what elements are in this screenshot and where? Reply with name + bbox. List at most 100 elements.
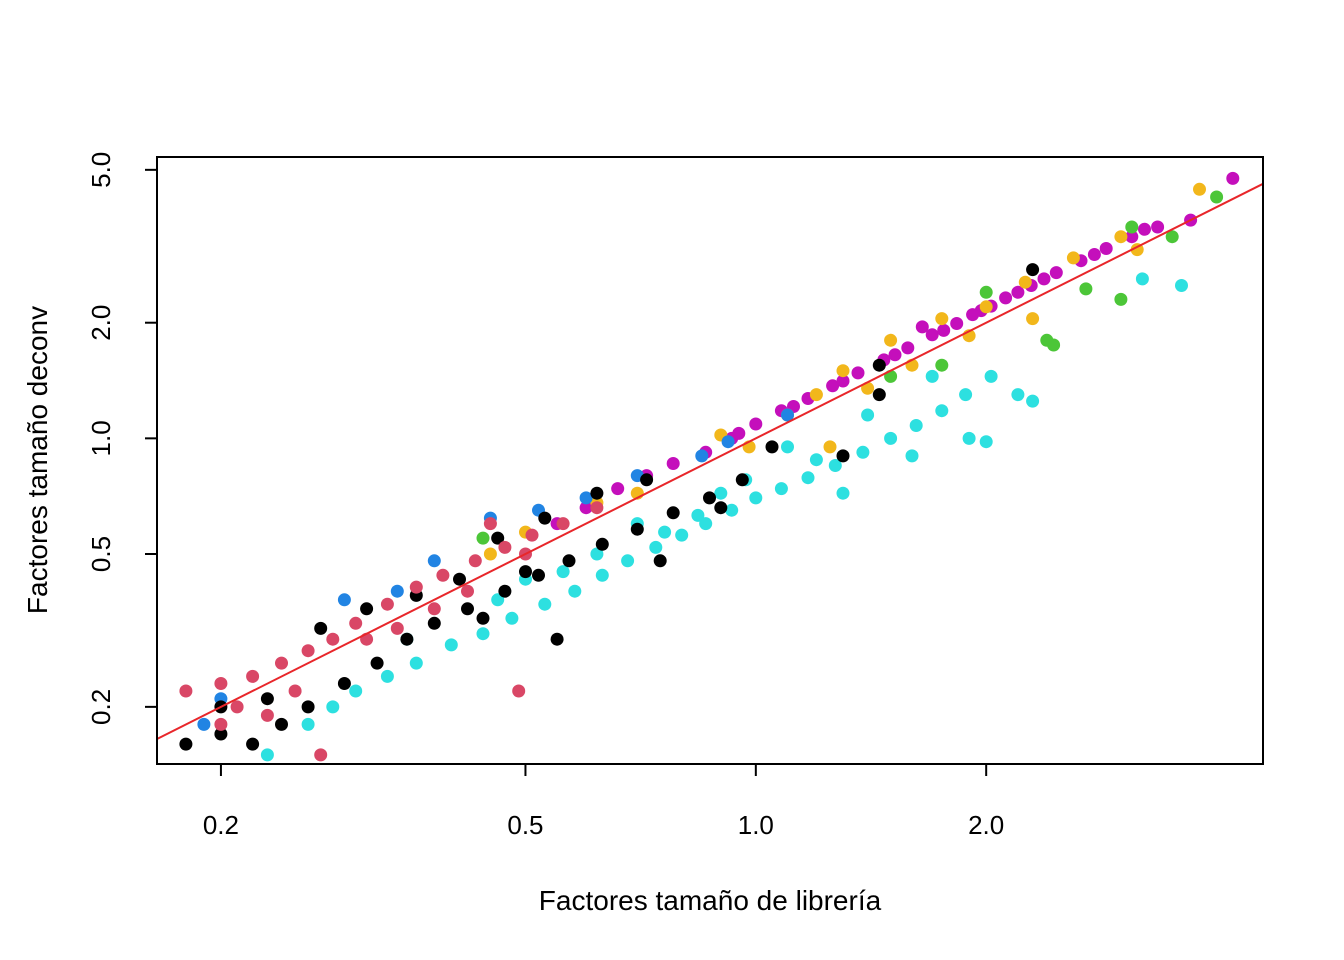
- x-tick-label: 2.0: [968, 810, 1004, 840]
- data-point: [999, 291, 1013, 305]
- data-point: [1026, 394, 1040, 408]
- y-axis: 0.2 0.5 1.0 2.0 5.0: [86, 152, 157, 725]
- data-point: [275, 656, 288, 670]
- data-point: [260, 692, 274, 706]
- data-point: [498, 540, 512, 554]
- data-point: [301, 644, 315, 658]
- data-point: [1049, 266, 1063, 280]
- data-point: [909, 419, 923, 432]
- data-point: [984, 369, 998, 383]
- data-point: [579, 501, 593, 515]
- data-point: [476, 611, 490, 625]
- data-point: [1087, 248, 1101, 261]
- data-point: [349, 684, 363, 698]
- data-point: [749, 491, 763, 505]
- data-point: [380, 669, 394, 683]
- data-point: [1114, 230, 1128, 244]
- data-point: [809, 453, 823, 467]
- data-point: [468, 554, 482, 568]
- data-point: [966, 308, 980, 322]
- data-point: [179, 684, 193, 698]
- data-point: [380, 597, 394, 611]
- data-point: [826, 379, 840, 393]
- data-point: [801, 471, 815, 485]
- identity-line: [156, 182, 1264, 740]
- data-point: [1125, 220, 1139, 234]
- data-point: [337, 593, 351, 607]
- data-point: [658, 525, 672, 539]
- data-point: [595, 537, 609, 551]
- data-point: [872, 388, 886, 402]
- data-point: [699, 517, 713, 531]
- data-point: [925, 369, 939, 383]
- points-layer: [179, 171, 1240, 762]
- data-point: [962, 431, 976, 445]
- data-point: [979, 300, 993, 314]
- data-point: [915, 320, 929, 334]
- data-point: [427, 554, 441, 568]
- data-point: [935, 358, 949, 372]
- data-point: [326, 632, 340, 646]
- y-tick-label: 1.0: [86, 420, 116, 456]
- data-point: [1135, 272, 1149, 286]
- data-point: [568, 584, 582, 598]
- data-point: [360, 602, 374, 616]
- data-point: [214, 677, 228, 690]
- data-point: [409, 580, 423, 594]
- data-point: [959, 388, 973, 402]
- data-point: [453, 572, 466, 586]
- data-point: [550, 632, 564, 646]
- data-point: [828, 459, 842, 472]
- data-point: [1165, 230, 1179, 244]
- data-point: [703, 491, 716, 505]
- data-point: [888, 348, 902, 362]
- data-point: [512, 684, 526, 698]
- data-point: [725, 503, 739, 517]
- data-point: [861, 381, 875, 395]
- data-point: [1026, 263, 1040, 277]
- data-point: [483, 547, 497, 561]
- x-tick-label: 0.2: [203, 810, 239, 840]
- data-point: [461, 584, 474, 598]
- data-point: [823, 440, 837, 454]
- x-axis: 0.2 0.5 1.0 2.0: [203, 764, 1004, 840]
- data-point: [427, 616, 441, 630]
- data-point: [781, 440, 794, 454]
- data-point: [214, 727, 228, 741]
- data-point: [1193, 182, 1206, 196]
- data-point: [532, 568, 545, 582]
- data-point: [851, 366, 865, 380]
- data-point: [856, 445, 870, 459]
- data-point: [314, 748, 328, 762]
- data-point: [836, 449, 850, 463]
- data-point: [1151, 220, 1165, 234]
- data-point: [732, 426, 746, 440]
- y-axis-title: Factores tamaño deconv: [22, 306, 53, 614]
- data-point: [390, 621, 404, 635]
- data-point: [461, 602, 474, 616]
- data-point: [925, 328, 939, 342]
- data-point: [326, 700, 340, 714]
- data-point: [675, 528, 689, 542]
- data-point: [491, 593, 505, 607]
- data-point: [749, 417, 763, 431]
- data-point: [809, 388, 823, 402]
- data-point: [765, 440, 779, 454]
- data-point: [275, 717, 288, 731]
- data-point: [246, 669, 260, 683]
- x-tick-label: 0.5: [507, 810, 543, 840]
- data-point: [288, 684, 302, 698]
- data-point: [884, 333, 898, 347]
- data-point: [905, 449, 919, 463]
- data-point: [409, 656, 423, 670]
- data-point: [979, 435, 993, 449]
- reference-line-layer: [156, 182, 1264, 740]
- data-point: [621, 554, 635, 568]
- data-point: [579, 491, 593, 505]
- data-point: [836, 486, 850, 500]
- data-point: [301, 717, 315, 731]
- data-point: [630, 522, 644, 536]
- data-point: [1011, 285, 1025, 299]
- data-point: [436, 568, 450, 582]
